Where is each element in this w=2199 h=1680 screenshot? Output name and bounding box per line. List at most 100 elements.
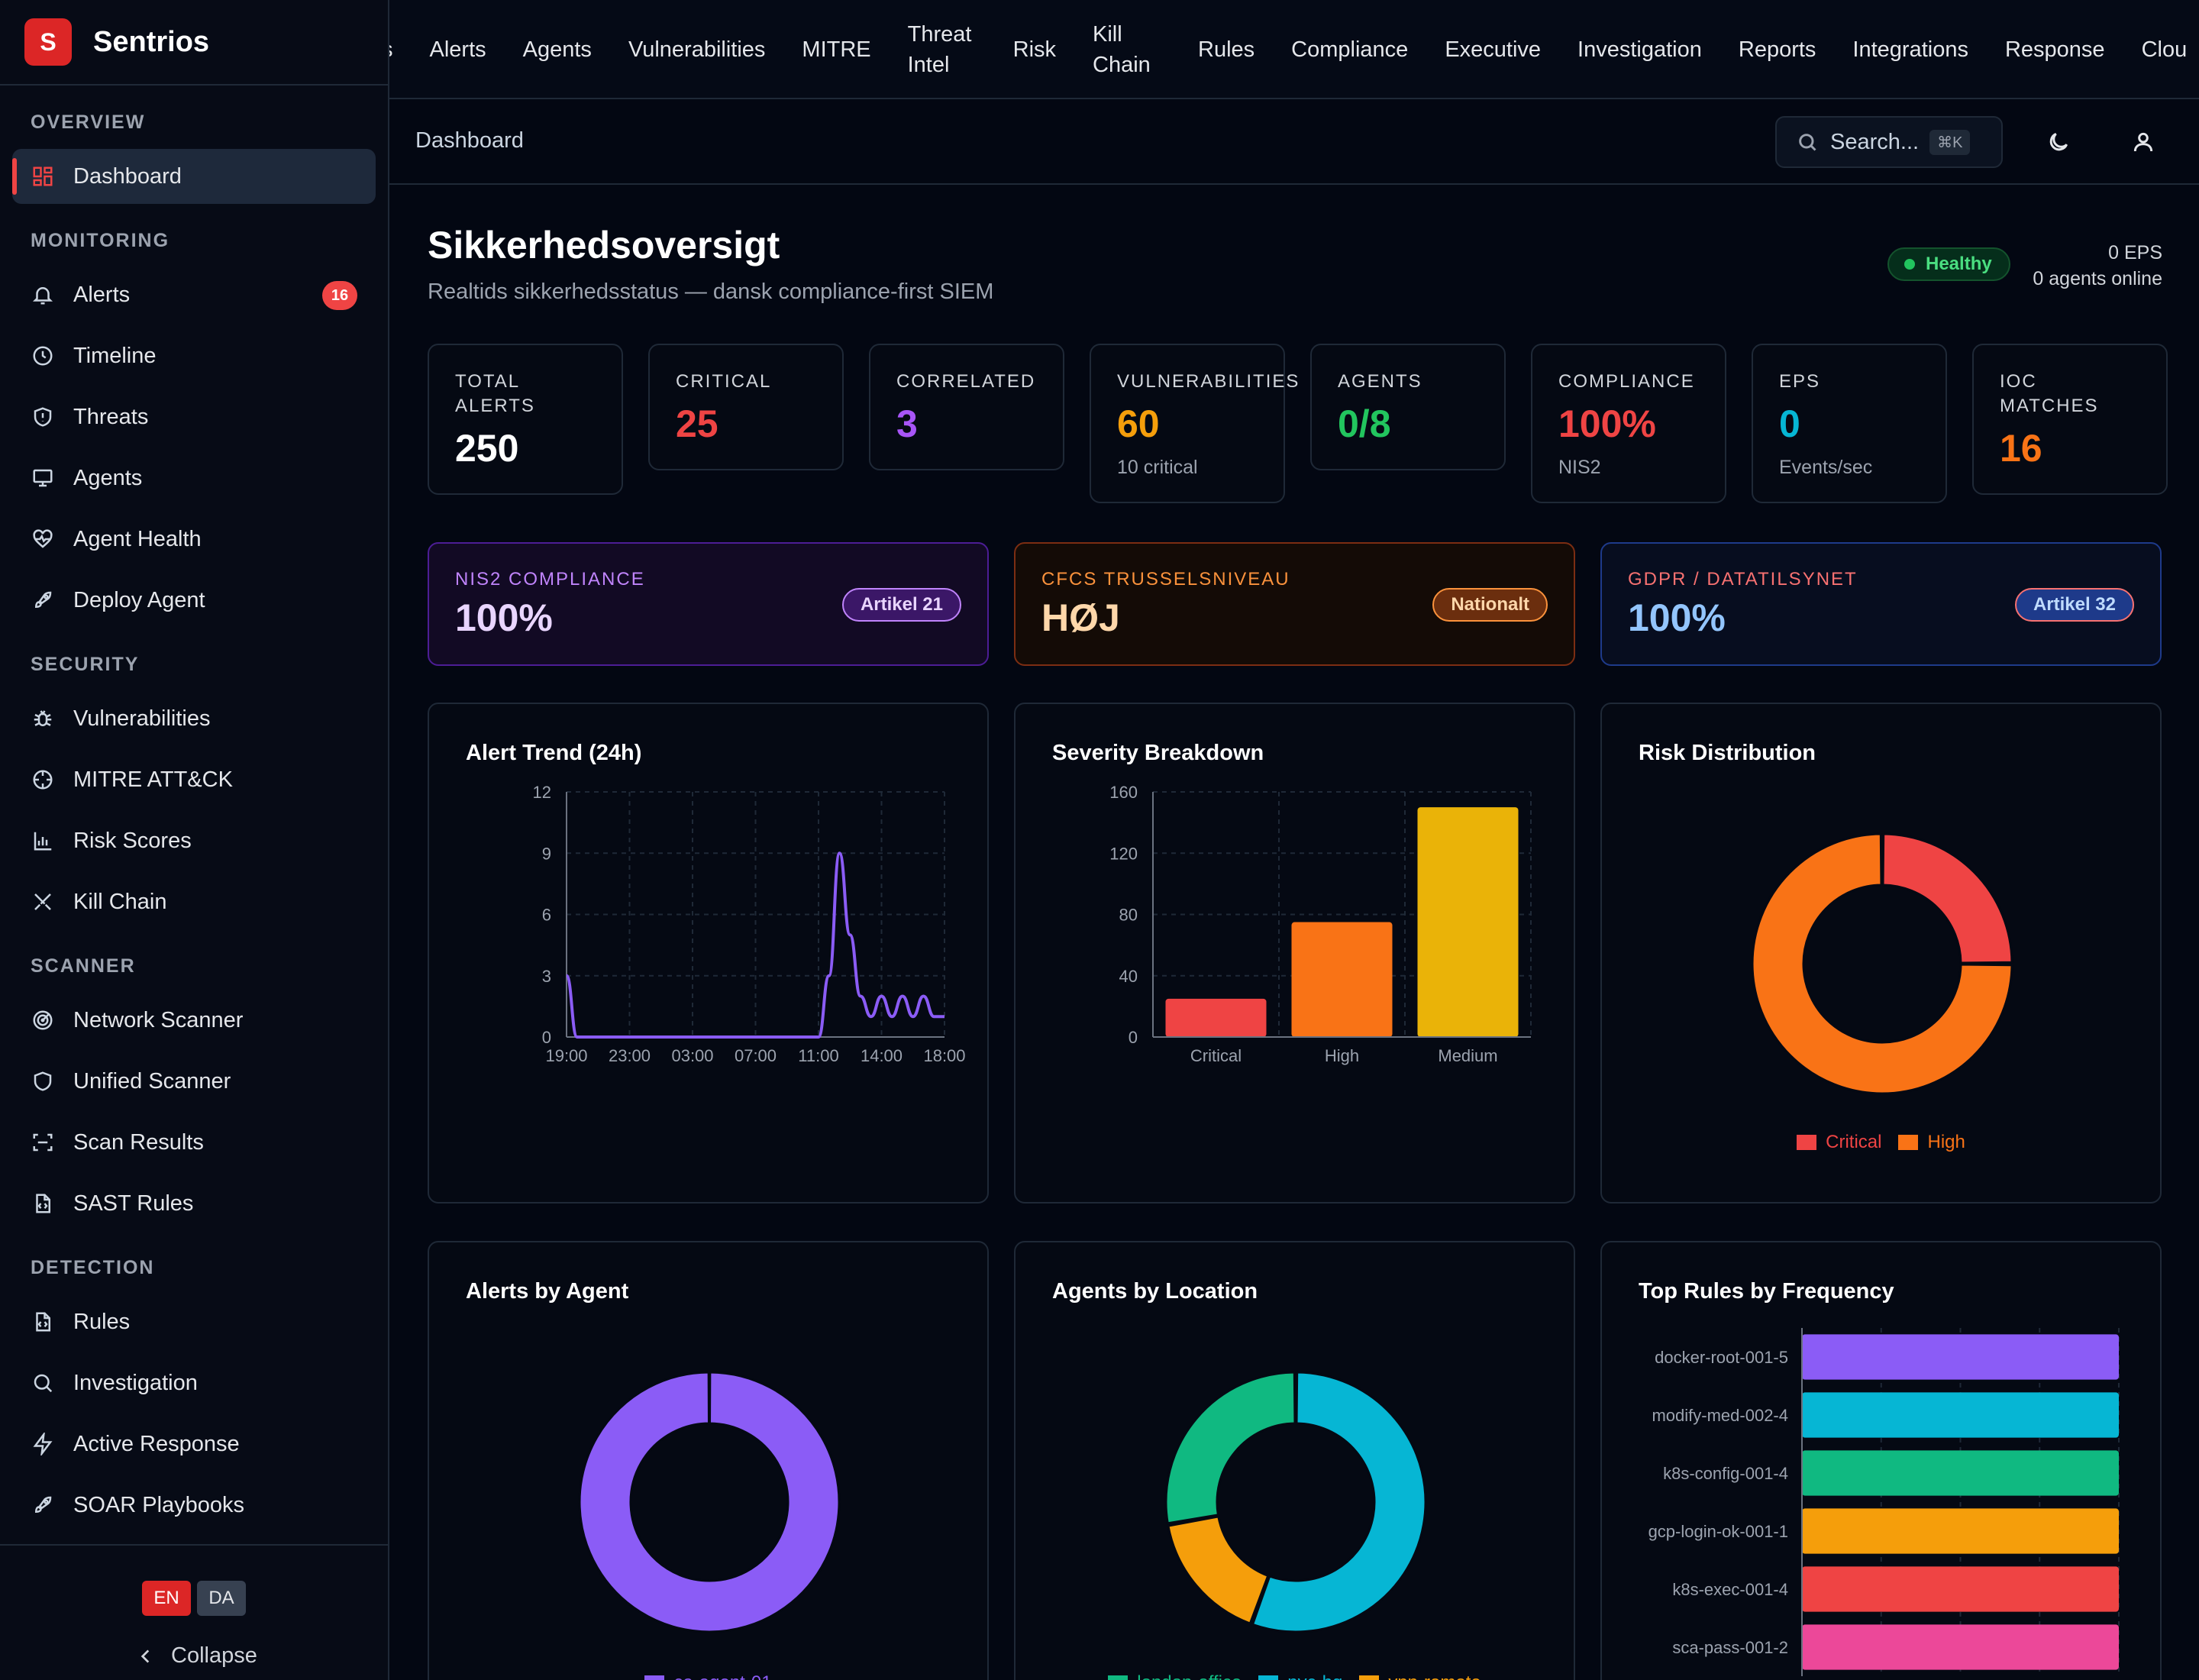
topnav-rules[interactable]: Rules — [1198, 37, 1255, 62]
bar-modify-med-002-4[interactable] — [1802, 1392, 2119, 1438]
dashboard-icon — [31, 164, 55, 189]
bar-k8s-config-001-4[interactable] — [1802, 1450, 2119, 1496]
sidebar-item-alerts[interactable]: Alerts 16 — [12, 267, 376, 322]
x-tick-label: 18:00 — [923, 1046, 965, 1065]
topnav-threat-intel[interactable]: Threat Intel — [907, 22, 972, 77]
topnav-agents[interactable]: Agents — [522, 37, 592, 62]
sidebar-item-deploy-agent[interactable]: Deploy Agent — [12, 573, 376, 628]
stat-card-eps[interactable]: EPS 0 Events/sec — [1752, 344, 1947, 503]
topnav-risk[interactable]: Risk — [1012, 37, 1057, 62]
compliance-cards: NIS2 COMPLIANCE 100% Artikel 21 CFCS TRUSSE… — [428, 542, 2162, 666]
sidebar-item-unified-scanner[interactable]: Unified Scanner — [12, 1054, 376, 1109]
sidebar-item-mitre-att-ck[interactable]: MITRE ATT&CK — [12, 752, 376, 807]
sidebar-item-dashboard[interactable]: Dashboard — [12, 149, 376, 204]
legend-item-nyc-hq[interactable]: nyc-hq — [1258, 1672, 1342, 1680]
bar-critical[interactable] — [1165, 998, 1267, 1037]
stat-card-vulnerabilities[interactable]: VULNERABILITIES 60 10 critical — [1090, 344, 1298, 503]
sidebar-item-timeline[interactable]: Timeline — [12, 328, 376, 383]
topnav-reports[interactable]: Reports — [1738, 37, 1816, 62]
legend-swatch — [1898, 1135, 1919, 1150]
sidebar-item-label: Threats — [73, 404, 149, 429]
stat-value: 60 — [1117, 402, 1160, 445]
legend-item-ca-agent-01[interactable]: ca-agent-01 — [644, 1672, 772, 1680]
compliance-value: HØJ — [1041, 596, 1120, 639]
sidebar-item-label: Network Scanner — [73, 1007, 244, 1032]
shield-icon — [31, 405, 55, 429]
sidebar-item-threats[interactable]: Threats — [12, 389, 376, 444]
legend-swatch — [644, 1675, 665, 1680]
brand[interactable]: S Sentrios — [0, 0, 388, 86]
topnav-investigation[interactable]: Investigation — [1577, 37, 1702, 62]
sidebar-item-vulnerabilities[interactable]: Vulnerabilities — [12, 691, 376, 746]
legend-item-vpn-remote[interactable]: vpn-remote — [1359, 1672, 1481, 1680]
stat-card-total-alerts[interactable]: TOTAL ALERTS 250 — [428, 344, 623, 495]
compliance-card-nis2-compliance[interactable]: NIS2 COMPLIANCE 100% Artikel 21 — [428, 542, 989, 666]
breadcrumb[interactable]: Dashboard — [415, 128, 524, 153]
sidebar-item-investigation[interactable]: Investigation — [12, 1355, 376, 1410]
stat-subtext: NIS2 — [1558, 457, 1601, 478]
topnav-integrations[interactable]: Integrations — [1852, 37, 1968, 62]
topnav-compliance[interactable]: Compliance — [1291, 37, 1409, 62]
lang-en-button[interactable]: EN — [142, 1581, 191, 1616]
compliance-label: NIS2 COMPLIANCE — [455, 569, 645, 590]
topnav-kill-chain[interactable]: Kill Chain — [1093, 22, 1151, 77]
sidebar-item-active-response[interactable]: Active Response — [12, 1417, 376, 1472]
bar-gcp-login-ok-001-1[interactable] — [1802, 1508, 2119, 1554]
chart-canvas: 0 40 80 120 160 Critical High Medium — [1109, 783, 1532, 1065]
brand-logo: S — [24, 18, 72, 66]
stat-card-correlated[interactable]: CORRELATED 3 — [869, 344, 1064, 470]
bar-medium[interactable] — [1417, 807, 1519, 1037]
slice-critical[interactable] — [1881, 832, 2013, 964]
slice-london-office[interactable] — [1164, 1371, 1296, 1525]
topnav-mitre[interactable]: MITRE — [802, 37, 871, 62]
y-tick-label: k8s-config-001-4 — [1663, 1464, 1788, 1483]
bar-high[interactable] — [1291, 922, 1393, 1037]
sidebar-item-agent-health[interactable]: Agent Health — [12, 512, 376, 567]
sidebar-item-agents[interactable]: Agents — [12, 451, 376, 506]
stat-card-compliance[interactable]: COMPLIANCE 100% NIS2 — [1531, 344, 1726, 503]
sidebar-item-sast-rules[interactable]: SAST Rules — [12, 1176, 376, 1231]
y-tick-label: sca-pass-001-2 — [1672, 1638, 1788, 1657]
sidebar-item-label: SOAR Playbooks — [73, 1492, 245, 1517]
stat-value: 25 — [676, 402, 718, 445]
stat-card-critical[interactable]: CRITICAL 25 — [648, 344, 844, 470]
stat-card-ioc-matches[interactable]: IOC MATCHES 16 — [1972, 344, 2168, 495]
theme-toggle-button[interactable] — [2042, 125, 2075, 159]
topnav-response[interactable]: Response — [2004, 37, 2105, 62]
sidebar-item-label: Dashboard — [73, 163, 182, 189]
topnav-alerts[interactable]: Alerts — [429, 37, 486, 62]
compliance-card-gdpr-datatilsynet[interactable]: GDPR / DATATILSYNET 100% Artikel 32 — [1600, 542, 2162, 666]
sidebar-item-scan-results[interactable]: Scan Results — [12, 1115, 376, 1170]
chart-canvas: 0 3 6 9 12 19:00 23:00 03:00 07:00 11:00 14:00 18:0… — [533, 783, 966, 1065]
x-tick-label: Medium — [1438, 1046, 1497, 1065]
compliance-card-cfcs-trusselsniveau[interactable]: CFCS TRUSSELSNIVEAU HØJ Nationalt — [1014, 542, 1575, 666]
legend-item-high[interactable]: High — [1898, 1132, 1965, 1153]
slice-vpn-remote[interactable] — [1167, 1515, 1270, 1626]
bar-docker-root-001-5[interactable] — [1802, 1334, 2119, 1380]
sidebar-item-network-scanner[interactable]: Network Scanner — [12, 993, 376, 1048]
collapse-button[interactable]: Collapse — [136, 1643, 257, 1669]
user-menu-button[interactable] — [2126, 125, 2160, 159]
sidebar-item-kill-chain[interactable]: Kill Chain — [12, 874, 376, 929]
topnav-executive[interactable]: Executive — [1445, 37, 1542, 62]
sidebar-item-risk-scores[interactable]: Risk Scores — [12, 813, 376, 868]
topnav-clou[interactable]: Clou — [2141, 37, 2188, 62]
stat-card-agents[interactable]: AGENTS 0/8 — [1310, 344, 1506, 470]
sidebar-item-soar-playbooks[interactable]: SOAR Playbooks — [12, 1478, 376, 1533]
legend-item-critical[interactable]: Critical — [1797, 1132, 1881, 1153]
slice-nyc-hq[interactable] — [1251, 1371, 1427, 1633]
chart-canvas — [578, 1371, 841, 1633]
bar-k8s-exec-001-4[interactable] — [1802, 1566, 2119, 1612]
lang-da-button[interactable]: DA — [197, 1581, 246, 1616]
topnav-vulnerabilities[interactable]: Vulnerabilities — [628, 37, 766, 62]
legend-item-london-office[interactable]: london-office — [1108, 1672, 1242, 1680]
search-input[interactable]: Search... ⌘K — [1775, 116, 2003, 168]
bar-sca-pass-001-2[interactable] — [1802, 1624, 2119, 1670]
sidebar-item-rules[interactable]: Rules — [12, 1294, 376, 1349]
radar-icon — [31, 1008, 55, 1032]
chart-legend: london-office nyc-hq vpn-remote — [1016, 1672, 1574, 1680]
slice-ca-agent-01[interactable] — [578, 1371, 841, 1633]
topnav-s[interactable]: s — [389, 34, 393, 65]
stat-label: TOTAL ALERTS — [455, 371, 535, 416]
slice-high[interactable] — [1751, 832, 2013, 1095]
